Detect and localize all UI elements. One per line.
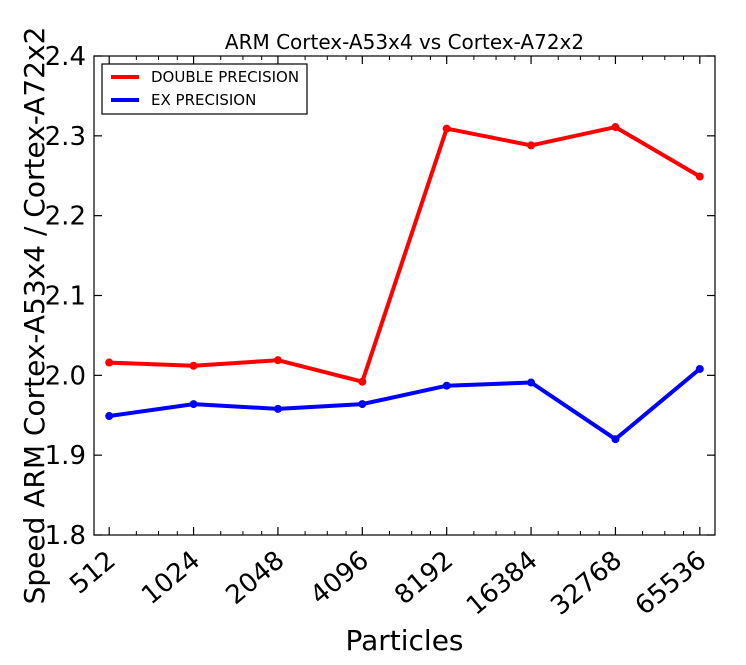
- data-point: [527, 141, 536, 150]
- y-axis-title: Speed ARM Cortex-A53x4 / Cortex-A72x2: [18, 27, 51, 605]
- legend-label: DOUBLE PRECISION: [151, 68, 299, 86]
- x-tick-label: 16384: [461, 545, 544, 621]
- x-tick-label: 4096: [305, 545, 375, 611]
- x-tick-label: 512: [64, 545, 121, 600]
- data-point: [442, 124, 451, 133]
- x-tick-label: 8192: [389, 545, 459, 611]
- plot-frame: [93, 55, 716, 536]
- legend-box: [101, 63, 308, 115]
- y-tick-label: 1.8: [45, 521, 86, 551]
- series-line-0: [109, 125, 701, 384]
- y-tick-label: 1.9: [45, 441, 86, 471]
- x-tick-label: 2048: [220, 545, 290, 611]
- chart-title: ARM Cortex-A53x4 vs Cortex-A72x2: [225, 30, 584, 54]
- data-point: [442, 381, 451, 390]
- data-point: [527, 378, 536, 387]
- legend: DOUBLE PRECISION EX PRECISION: [101, 63, 308, 115]
- data-point: [105, 358, 114, 367]
- y-tick-label: 2.0: [45, 361, 86, 391]
- y-tick-label: 2.2: [45, 202, 86, 232]
- y-tick-label: 2.1: [45, 282, 86, 312]
- x-tick-label: 32768: [545, 545, 628, 621]
- y-tick-label: 2.3: [45, 122, 86, 152]
- data-point: [611, 435, 620, 444]
- data-point: [358, 377, 367, 386]
- data-point: [189, 400, 198, 409]
- data-point: [105, 412, 114, 421]
- legend-label: EX PRECISION: [151, 91, 256, 109]
- data-point: [189, 361, 198, 370]
- data-point: [273, 404, 282, 413]
- data-point: [358, 400, 367, 409]
- data-point: [273, 356, 282, 365]
- series-line-1: [108, 367, 702, 442]
- plot-area: [105, 123, 704, 444]
- x-tick-label: 65536: [630, 545, 713, 621]
- data-point: [695, 364, 704, 373]
- x-axis-title: Particles: [345, 624, 463, 657]
- data-point: [611, 123, 620, 132]
- y-tick-label: 2.4: [45, 42, 86, 72]
- x-tick-label: 1024: [136, 545, 206, 611]
- data-point: [695, 172, 704, 181]
